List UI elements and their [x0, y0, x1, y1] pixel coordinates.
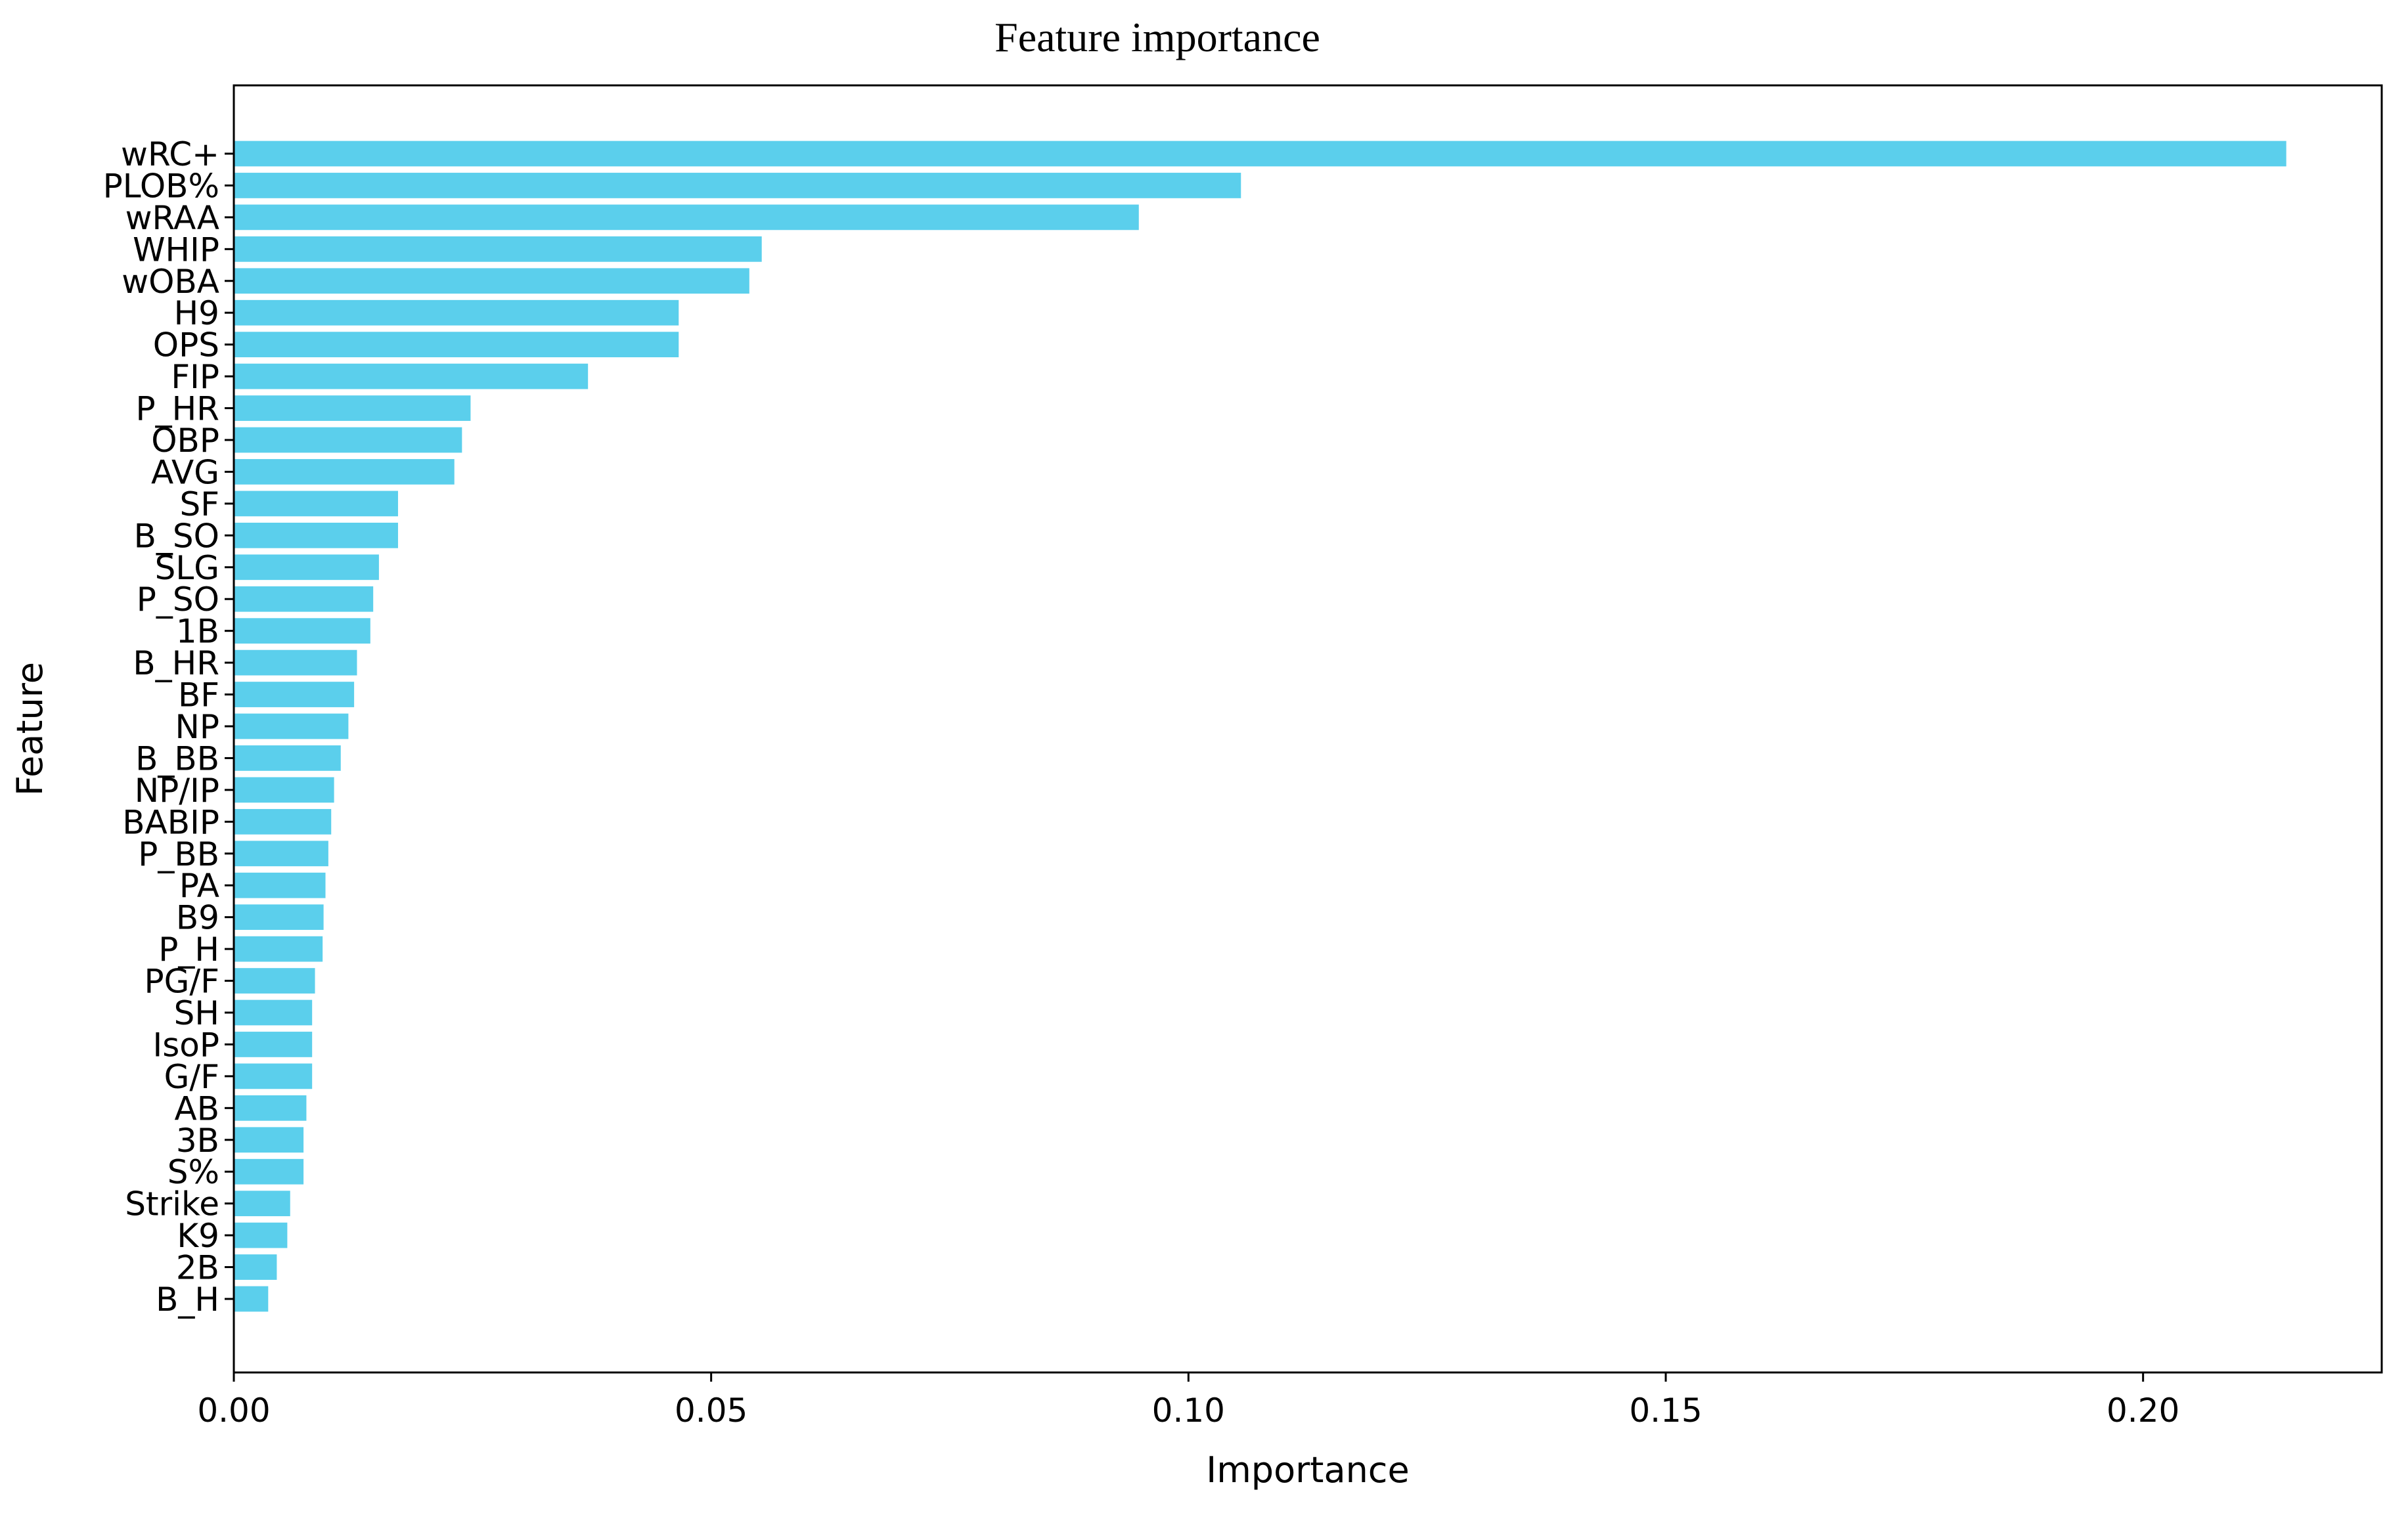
y-tick-label: wOBA	[122, 263, 219, 301]
bar-B_H	[234, 1286, 269, 1312]
y-tick-label: B_H	[156, 1281, 219, 1319]
bar-P_HR	[234, 395, 471, 421]
y-tick-label: NP	[175, 708, 219, 746]
bar-P_H	[234, 936, 323, 962]
bar-1B	[234, 618, 370, 644]
y-tick-label: PG/F	[144, 963, 219, 1001]
bar-IsoP	[234, 1032, 313, 1057]
y-tick-label: AVG	[151, 453, 219, 491]
x-tick-label: 0.20	[2107, 1392, 2179, 1430]
bar-SF	[234, 491, 398, 517]
bar-G/F	[234, 1063, 313, 1089]
y-tick-label: P_HR	[136, 390, 220, 428]
y-tick-label: FIP	[171, 358, 219, 396]
y-tick-label: BABIP	[122, 803, 219, 841]
bar-BF	[234, 682, 355, 707]
y-tick-label: PA	[179, 867, 219, 905]
bar-OBP	[234, 427, 462, 453]
y-tick-label: AB	[174, 1089, 219, 1128]
y-tick-label: 3B	[176, 1122, 219, 1160]
x-tick-label: 0.05	[675, 1392, 747, 1430]
bar-B_SO	[234, 522, 398, 548]
y-tick-label: P_BB	[138, 835, 219, 873]
y-tick-label: 2B	[176, 1249, 219, 1287]
y-tick-label: SLG	[155, 549, 219, 587]
y-tick-label: SF	[180, 485, 220, 523]
y-tick-label: K9	[177, 1217, 219, 1255]
bar-K9	[234, 1222, 288, 1248]
bar-P_BB	[234, 841, 328, 867]
bar-B9	[234, 904, 324, 931]
bar-BABIP	[234, 808, 332, 835]
y-tick-label: S%	[167, 1153, 219, 1191]
y-tick-label: wRAA	[125, 199, 219, 237]
y-tick-label: B_BB	[135, 739, 219, 778]
y-tick-label: B9	[176, 899, 219, 937]
y-tick-label: G/F	[164, 1058, 219, 1096]
bar-OPS	[234, 332, 679, 358]
y-axis-label: Feature	[9, 662, 51, 796]
y-tick-label: BF	[178, 676, 219, 714]
bar-PG/F	[234, 968, 315, 994]
bar-P_SO	[234, 586, 374, 612]
bar-SH	[234, 999, 313, 1026]
y-tick-label: B_SO	[134, 517, 219, 555]
chart-title: Feature importance	[994, 14, 1320, 60]
y-tick-label: IsoP	[152, 1026, 219, 1064]
x-tick-label: 0.15	[1629, 1392, 1702, 1430]
bar-B_HR	[234, 649, 357, 676]
bar-3B	[234, 1127, 304, 1153]
y-tick-label: B_HR	[133, 644, 219, 682]
bar-S%	[234, 1158, 304, 1185]
y-tick-label: P_SO	[137, 581, 219, 619]
y-tick-label: H9	[174, 294, 219, 332]
y-tick-label: 1B	[176, 613, 219, 651]
x-tick-label: 0.00	[197, 1392, 270, 1430]
y-tick-label: NP/IP	[135, 772, 219, 810]
bar-2B	[234, 1254, 277, 1280]
bar-NP/IP	[234, 777, 334, 803]
bars-group	[234, 141, 2286, 1312]
y-tick-label: P_H	[158, 931, 219, 969]
bar-SLG	[234, 554, 379, 581]
bar-B_BB	[234, 745, 341, 771]
y-axis-ticks: wRC+PLOB%wRAAWHIPwOBAH9OPSFIPP_HROBPAVGS…	[103, 135, 234, 1319]
bar-wRAA	[234, 204, 1139, 230]
y-tick-label: WHIP	[133, 230, 219, 269]
y-tick-label: OPS	[153, 326, 219, 364]
plot-frame	[233, 84, 2383, 1374]
bar-FIP	[234, 363, 589, 389]
x-axis-label: Importance	[1206, 1449, 1409, 1491]
bar-AB	[234, 1095, 307, 1121]
y-tick-label: Strike	[125, 1185, 219, 1223]
bar-PLOB%	[234, 173, 1241, 198]
x-axis-ticks: 0.00 0.05 0.10 0.15 0.20	[197, 1372, 2179, 1430]
y-tick-label: OBP	[151, 422, 219, 460]
bar-PA	[234, 872, 326, 898]
bar-NP	[234, 713, 349, 739]
bar-Strike	[234, 1191, 290, 1217]
bar-wOBA	[234, 268, 749, 294]
bar-WHIP	[234, 236, 762, 262]
y-tick-label: PLOB%	[103, 167, 219, 205]
x-tick-label: 0.10	[1152, 1392, 1225, 1430]
bar-H9	[234, 299, 679, 326]
y-tick-label: SH	[174, 994, 219, 1032]
bar-wRC+	[234, 141, 2286, 167]
y-tick-label: wRC+	[121, 135, 219, 173]
bar-AVG	[234, 459, 455, 485]
